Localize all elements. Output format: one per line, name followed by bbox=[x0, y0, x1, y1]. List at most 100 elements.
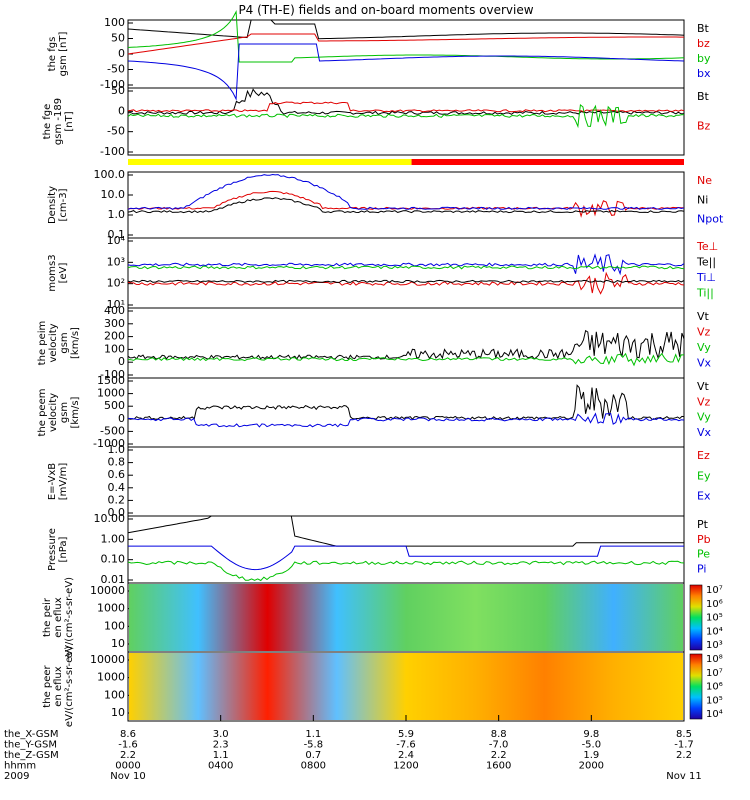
peim-ylabel: velocity bbox=[48, 323, 59, 362]
pressure-pt-trace bbox=[127, 515, 684, 547]
fge-ytick-label: 50 bbox=[111, 84, 125, 97]
fge-ylabel: [nT] bbox=[64, 111, 75, 131]
density-ytick-label: 0.1 bbox=[108, 228, 126, 241]
efield-legend-Ez: Ez bbox=[697, 449, 710, 462]
fge-ytick-label: 0 bbox=[118, 104, 125, 117]
fge-ylabel: the fge bbox=[42, 104, 53, 140]
fgs-ylabel: the fgs bbox=[47, 37, 58, 72]
efield-ytick-label: 1.0 bbox=[108, 443, 126, 456]
pressure-legend-Pt: Pt bbox=[697, 518, 709, 531]
peer-colorbar-label: 10⁵ bbox=[706, 695, 723, 706]
density-legend-Ni: Ni bbox=[697, 193, 708, 206]
peer-ytick-label: 10000 bbox=[90, 653, 125, 666]
peer-colorbar-label: 10⁷ bbox=[706, 668, 723, 679]
ephem-row-label: the_X-GSM bbox=[4, 729, 58, 740]
ephem-value: 0800 bbox=[301, 761, 326, 772]
peer-ylabel: the peer bbox=[42, 664, 53, 707]
density-ylabel: [cm-3] bbox=[58, 188, 69, 221]
density-frame bbox=[127, 171, 685, 239]
ephem-value: 2.2 bbox=[676, 750, 692, 761]
density-ytick-label: 10.0 bbox=[101, 188, 126, 201]
peir-ylabel: en eflux bbox=[53, 597, 64, 637]
peer-colorbar-label: 10⁴ bbox=[706, 709, 723, 720]
density-legend-Npot: Npot bbox=[697, 213, 724, 226]
pressure-ytick-label: 0.10 bbox=[101, 553, 126, 566]
peem-ytick-label: 0 bbox=[118, 412, 125, 425]
peem-ytick-label: 1500 bbox=[97, 374, 125, 387]
fge-legend-Bt: Bt bbox=[697, 90, 710, 103]
peem-vt-trace bbox=[127, 384, 685, 421]
peer-ytick-label: 100 bbox=[104, 688, 125, 701]
peim-vy-trace bbox=[127, 352, 684, 367]
ephem-value: 2.4 bbox=[398, 750, 414, 761]
peir-colorbar-label: 10⁶ bbox=[706, 599, 723, 610]
ephem-value: 2.3 bbox=[213, 740, 229, 751]
peir-ylabel: eV/(cm²-s-sr-eV) bbox=[64, 577, 75, 658]
peem-ytick-label: -1000 bbox=[93, 437, 125, 450]
ephem-value: -7.6 bbox=[396, 740, 416, 751]
efield-ytick-label: 0.8 bbox=[108, 456, 126, 469]
peim-ytick-label: 200 bbox=[104, 330, 125, 343]
fge-frame bbox=[127, 87, 685, 156]
ephem-value: -5.8 bbox=[304, 740, 324, 751]
peem-ylabel: velocity bbox=[48, 393, 59, 432]
temp-legend-Ti||: Ti|| bbox=[696, 287, 714, 300]
efield-ylabel: E=-VxB bbox=[47, 463, 58, 500]
peer-spectrogram bbox=[129, 653, 683, 720]
peir-colorbar-label: 10³ bbox=[706, 640, 723, 651]
ephem-value: 2.2 bbox=[120, 750, 136, 761]
ephem-value: 1.9 bbox=[583, 750, 599, 761]
peim-ylabel: gsm bbox=[59, 332, 70, 353]
fgs-legend-bz: bz bbox=[697, 37, 710, 50]
peem-legend-Vx: Vx bbox=[697, 426, 712, 439]
ephem-row-label: the_Z-GSM bbox=[4, 750, 59, 761]
peem-ytick-label: 500 bbox=[104, 399, 125, 412]
peem-ytick-label: -500 bbox=[100, 424, 125, 437]
ephem-value: 0400 bbox=[208, 761, 233, 772]
peim-ytick-label: 100 bbox=[104, 342, 125, 355]
peem-legend-Vz: Vz bbox=[697, 395, 711, 408]
temp-legend-Te⊥: Te⊥ bbox=[696, 240, 718, 253]
ephem-date: Nov 11 bbox=[666, 771, 701, 782]
ephem-value: 0000 bbox=[115, 761, 140, 772]
ephem-value: 8.6 bbox=[120, 729, 136, 740]
peem-ylabel: [km/s] bbox=[70, 396, 81, 428]
peer-colorbar-label: 10⁸ bbox=[706, 654, 723, 665]
peim-ylabel: [km/s] bbox=[70, 327, 81, 359]
peir-colorbar-label: 10⁵ bbox=[706, 613, 723, 624]
temp-ylabel: [eV] bbox=[58, 263, 69, 284]
peer-colorbar bbox=[689, 653, 703, 720]
temp-ti-perp-trace bbox=[127, 253, 685, 276]
ephem-row-label: the_Y-GSM bbox=[4, 740, 57, 751]
density-legend-Ne: Ne bbox=[697, 174, 712, 187]
ephem-date: Nov 10 bbox=[110, 771, 145, 782]
fgs-ytick-label: -50 bbox=[107, 63, 125, 76]
ephem-value: 3.0 bbox=[213, 729, 229, 740]
peer-ylabel: eV/(cm²-s-sr-eV) bbox=[64, 646, 75, 727]
ephem-value: 1.1 bbox=[213, 750, 229, 761]
ephem-value: -5.0 bbox=[582, 740, 602, 751]
peem-ylabel: gsm bbox=[59, 402, 70, 423]
peir-spectrogram bbox=[129, 584, 683, 651]
peim-ytick-label: 300 bbox=[104, 317, 125, 330]
panel-temp: 10⁴ 10³ 10² 10¹ moms3 [eV] Te⊥ Te|| Ti⊥ Ti|| bbox=[47, 234, 718, 311]
peem-legend-Vy: Vy bbox=[697, 411, 711, 424]
ephem-value: 8.5 bbox=[676, 729, 692, 740]
peir-ytick-label: 100 bbox=[104, 619, 125, 632]
fge-legend-Bz: Bz bbox=[697, 120, 711, 133]
mode-bar-slow bbox=[128, 159, 412, 165]
peim-legend-Vt: Vt bbox=[697, 310, 710, 323]
fgs-ylabel: gsm [nT] bbox=[58, 32, 69, 77]
ephem-value: 1.1 bbox=[305, 729, 321, 740]
fge-by-trace bbox=[127, 103, 685, 129]
fge-bz-trace bbox=[127, 101, 685, 113]
peer-ylabel: en eflux bbox=[53, 666, 64, 706]
peer-ytick-label: 10 bbox=[111, 706, 125, 719]
density-ytick-label: 100.0 bbox=[94, 168, 126, 181]
density-ne-trace bbox=[127, 190, 685, 218]
efield-ytick-label: 0.4 bbox=[108, 481, 126, 494]
ephem-value: 2000 bbox=[579, 761, 604, 772]
pressure-pe-trace bbox=[127, 560, 685, 582]
